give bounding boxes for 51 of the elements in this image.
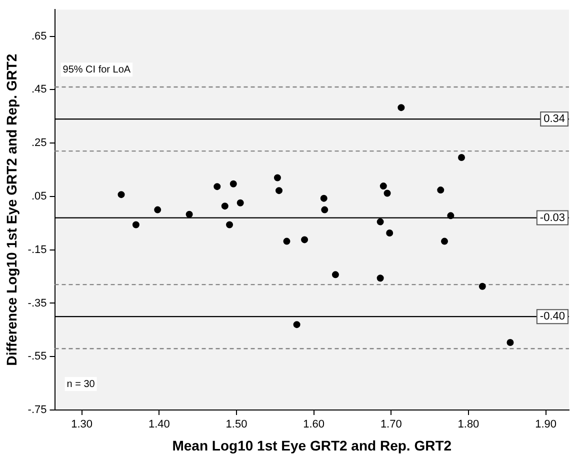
x-tick-label: 1.90 <box>535 418 557 431</box>
y-axis-title: Difference Log10 1st Eye GRT2 and Rep. GRT2 <box>3 54 20 366</box>
point <box>321 206 328 214</box>
point <box>441 238 448 245</box>
point <box>437 186 444 194</box>
y-tick-label: -.35 <box>28 297 47 310</box>
point <box>320 194 328 202</box>
point <box>186 210 193 218</box>
point <box>154 206 162 214</box>
ref-line-label: 0.34 <box>544 113 566 126</box>
ref-line-label: -0.03 <box>540 212 566 224</box>
y-tick-label: .45 <box>31 84 47 96</box>
x-tick-label: 1.60 <box>303 418 325 431</box>
point <box>132 221 140 228</box>
point <box>376 274 384 282</box>
y-tick-label: -.15 <box>28 244 47 256</box>
point <box>506 338 514 346</box>
point <box>380 182 387 190</box>
point <box>293 321 300 328</box>
y-tick-label: -.75 <box>28 404 47 416</box>
point <box>376 218 384 226</box>
point <box>276 187 283 194</box>
x-tick-label: 1.30 <box>71 418 93 431</box>
point <box>118 191 125 198</box>
point <box>221 202 228 210</box>
point <box>384 190 391 197</box>
point <box>226 221 234 228</box>
x-tick-label: 1.70 <box>380 418 402 431</box>
point <box>386 230 394 237</box>
point <box>398 104 405 112</box>
x-axis-title: Mean Log10 1st Eye GRT2 and Rep. GRT2 <box>172 437 452 454</box>
point <box>478 282 486 290</box>
x-tick-label: 1.40 <box>148 418 170 431</box>
y-tick-label: .25 <box>31 137 47 150</box>
point <box>274 174 281 182</box>
y-tick-label: .05 <box>31 190 47 202</box>
y-tick-label: .65 <box>31 30 47 42</box>
x-tick-label: 1.80 <box>458 418 480 431</box>
point <box>447 212 454 220</box>
y-tick-label: -.55 <box>28 350 47 363</box>
point <box>214 183 221 190</box>
ref-line-label: -0.40 <box>540 310 566 323</box>
point <box>236 199 244 206</box>
point <box>283 238 290 245</box>
point <box>230 180 237 188</box>
annotation: 95% CI for LoA <box>62 64 131 76</box>
point <box>301 236 308 244</box>
point <box>458 154 466 161</box>
point <box>332 271 339 278</box>
annotation: n = 30 <box>66 378 96 390</box>
x-tick-label: 1.50 <box>226 418 248 431</box>
